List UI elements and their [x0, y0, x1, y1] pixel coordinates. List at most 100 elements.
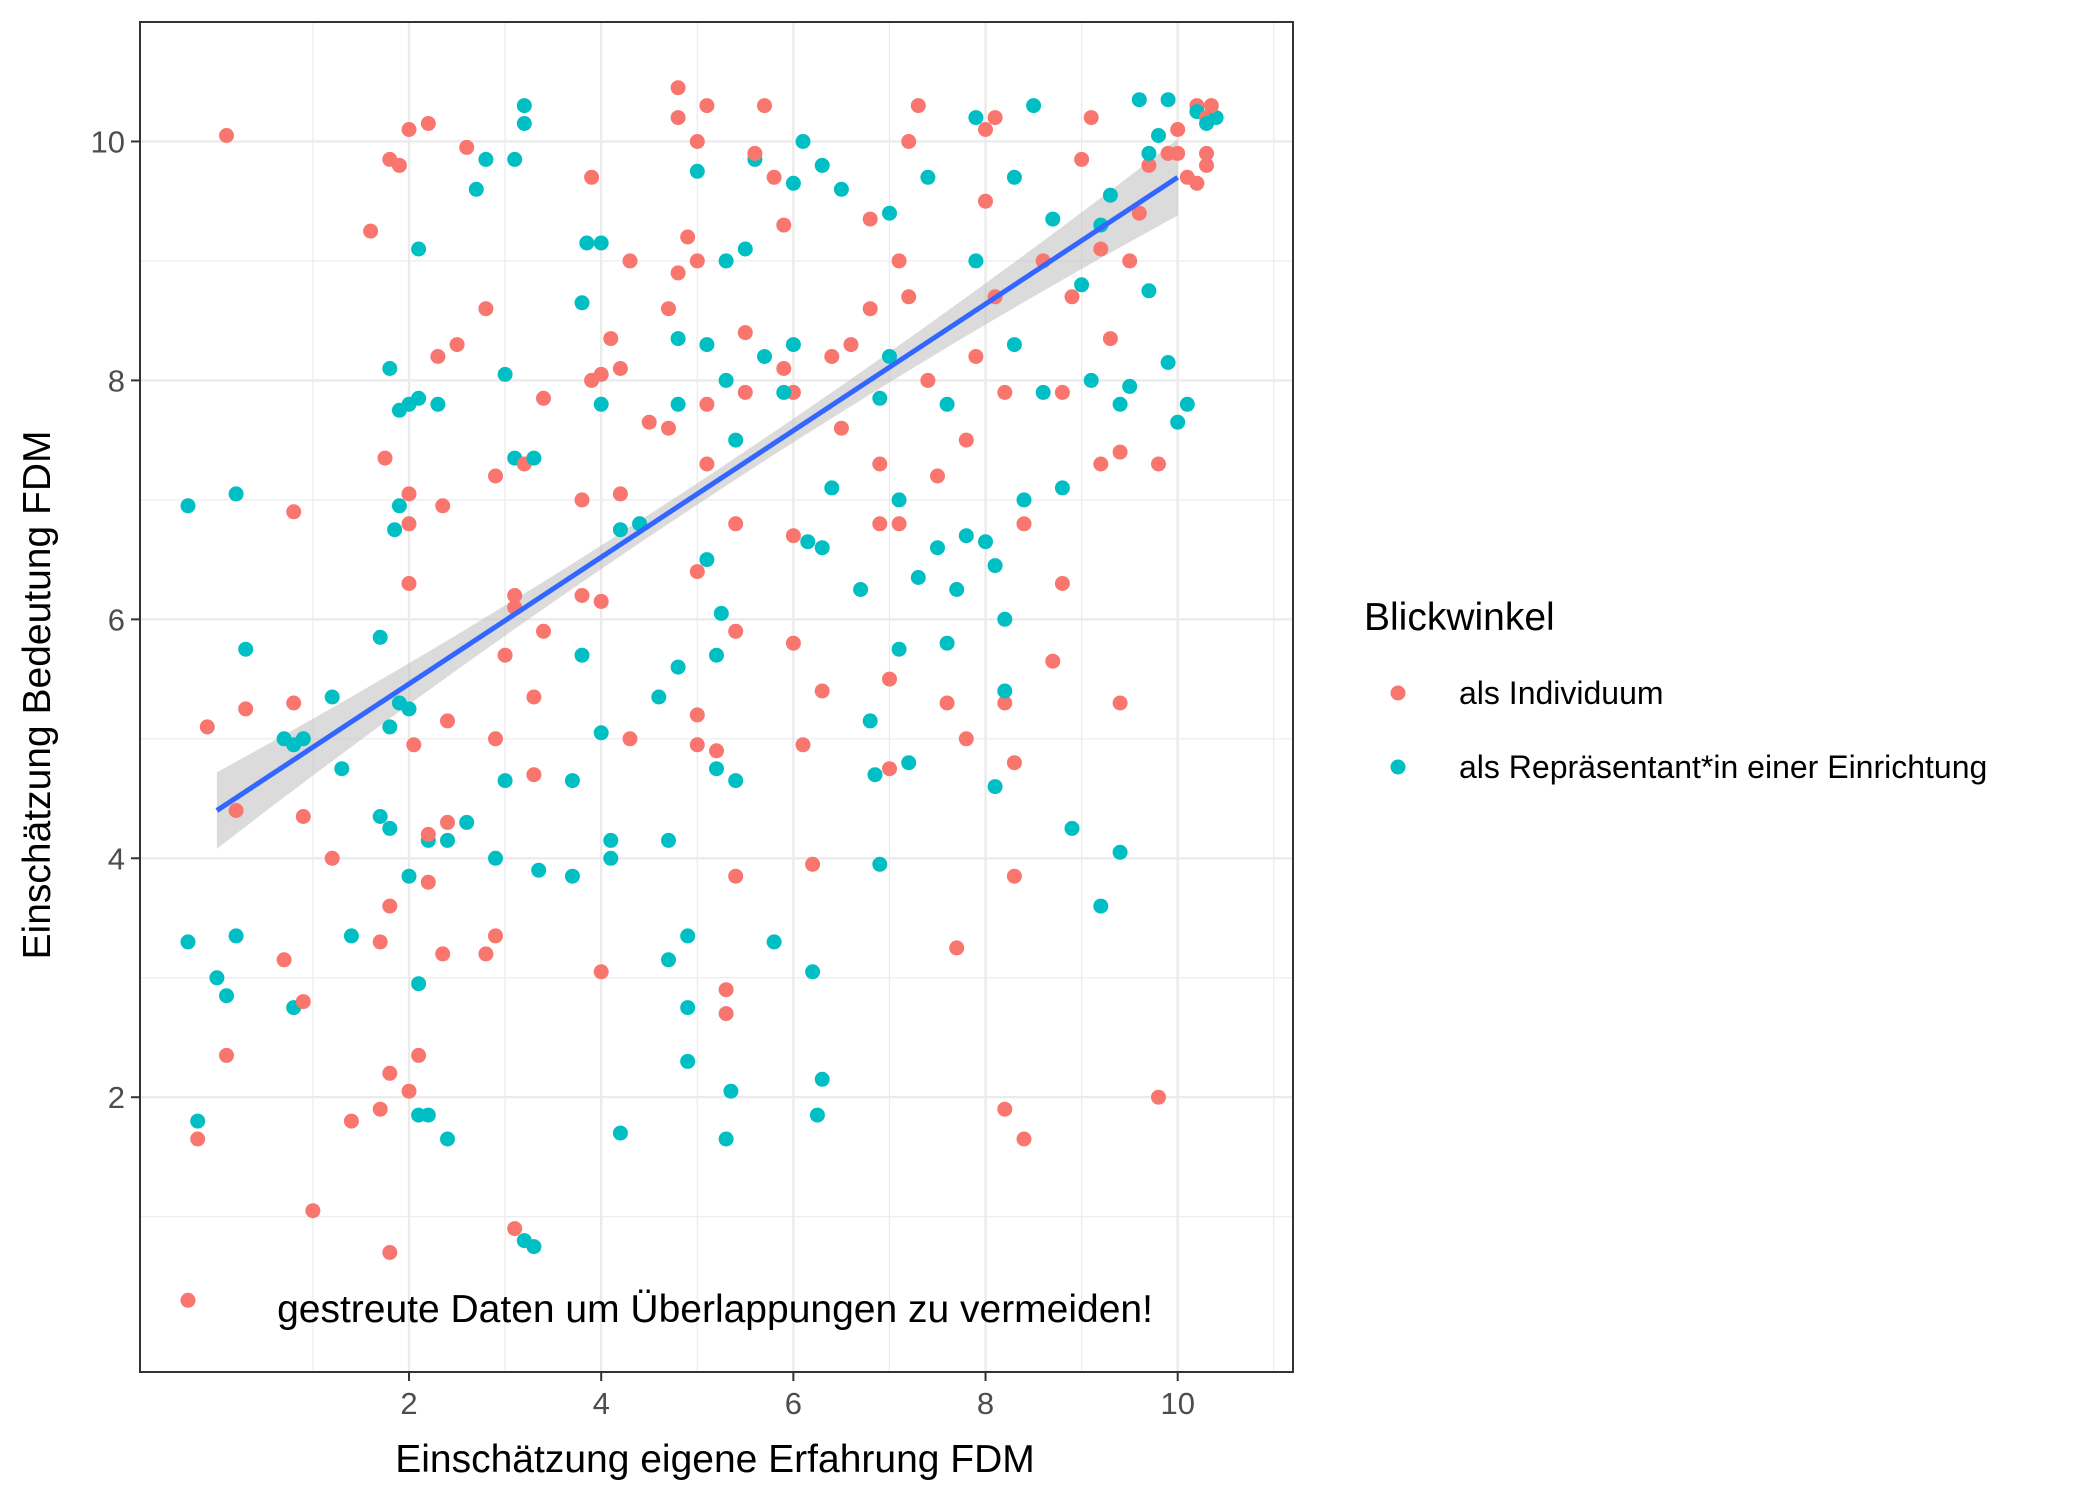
point-repraesentant [593, 396, 609, 412]
point-individuum [718, 982, 734, 998]
point-repraesentant [382, 719, 398, 735]
point-individuum [689, 737, 705, 753]
y-tick-label: 8 [108, 363, 125, 398]
point-individuum [401, 1083, 417, 1099]
point-individuum [435, 498, 451, 514]
point-repraesentant [324, 689, 340, 705]
trend-line-layer [215, 175, 1180, 813]
point-individuum [536, 390, 551, 406]
point-individuum [833, 420, 849, 436]
x-tick-label: 2 [400, 1386, 417, 1421]
point-repraesentant [526, 450, 542, 466]
point-individuum [440, 814, 455, 830]
point-repraesentant [531, 862, 547, 878]
point-individuum [1112, 444, 1128, 460]
point-individuum [949, 940, 965, 956]
point-individuum [1083, 110, 1099, 126]
point-repraesentant [478, 151, 494, 167]
point-individuum [901, 134, 917, 149]
point-individuum [997, 384, 1013, 400]
point-repraesentant [579, 235, 595, 251]
point-repraesentant [372, 629, 388, 645]
point-repraesentant [209, 970, 225, 986]
point-repraesentant [939, 635, 955, 651]
point-individuum [958, 432, 974, 448]
point-repraesentant [651, 689, 667, 705]
point-repraesentant [391, 498, 407, 514]
point-repraesentant [1131, 92, 1147, 108]
point-repraesentant [680, 928, 696, 944]
point-individuum [805, 856, 821, 872]
point-individuum [612, 486, 628, 502]
point-repraesentant [891, 492, 907, 508]
point-individuum [1102, 331, 1118, 347]
point-repraesentant [910, 570, 926, 585]
point-repraesentant [699, 337, 715, 353]
point-individuum [488, 731, 503, 747]
point-individuum [593, 964, 609, 980]
point-repraesentant [728, 432, 744, 448]
point-individuum [997, 1101, 1013, 1117]
point-repraesentant [1112, 844, 1128, 860]
point-repraesentant [718, 253, 734, 269]
point-individuum [593, 366, 609, 382]
point-repraesentant [593, 235, 609, 251]
point-repraesentant [401, 701, 417, 717]
point-repraesentant [882, 349, 897, 364]
point-individuum [382, 151, 398, 167]
point-individuum [978, 193, 993, 209]
point-individuum [689, 134, 705, 149]
point-individuum [435, 946, 451, 962]
point-repraesentant [1016, 492, 1032, 508]
point-individuum [286, 695, 302, 711]
point-individuum [612, 361, 628, 376]
point-individuum [737, 325, 753, 341]
point-individuum [670, 265, 686, 281]
point-individuum [728, 516, 744, 532]
point-repraesentant [1006, 169, 1022, 185]
point-repraesentant [1026, 98, 1042, 114]
point-individuum [699, 396, 715, 412]
point-repraesentant [1074, 277, 1090, 293]
point-repraesentant [219, 988, 234, 1004]
point-repraesentant [190, 1113, 206, 1129]
point-individuum [1112, 695, 1128, 711]
point-repraesentant [785, 175, 801, 191]
point-individuum [1203, 98, 1219, 114]
point-individuum [497, 647, 513, 663]
point-repraesentant [968, 253, 984, 269]
point-individuum [689, 564, 705, 580]
point-repraesentant [891, 641, 907, 657]
point-repraesentant [766, 934, 782, 950]
point-individuum [478, 301, 494, 317]
point-repraesentant [949, 582, 965, 597]
point-individuum [891, 516, 907, 532]
point-individuum [1006, 868, 1022, 884]
point-individuum [997, 695, 1013, 711]
point-repraesentant [488, 850, 503, 866]
point-individuum [1122, 253, 1138, 269]
point-individuum [584, 169, 600, 185]
point-repraesentant [901, 755, 917, 771]
point-repraesentant [440, 1131, 455, 1147]
point-individuum [785, 635, 801, 651]
point-repraesentant [987, 779, 1003, 795]
point-repraesentant [516, 116, 532, 131]
point-individuum [382, 898, 398, 914]
point-individuum [843, 337, 859, 353]
legend-label-individuum: als Individuum [1459, 675, 1664, 711]
point-repraesentant [497, 366, 513, 382]
point-repraesentant [997, 683, 1013, 699]
point-individuum [747, 145, 763, 161]
y-tick-label: 6 [108, 602, 125, 637]
point-repraesentant [1035, 384, 1051, 400]
x-tick-label: 10 [1160, 1386, 1194, 1421]
x-axis-title: Einschätzung eigene Erfahrung FDM [395, 1438, 1035, 1481]
point-individuum [978, 122, 993, 137]
point-repraesentant [1151, 128, 1166, 143]
point-repraesentant [661, 952, 676, 968]
plot-border [139, 21, 1294, 1373]
point-repraesentant [689, 163, 705, 179]
point-individuum [420, 874, 436, 890]
x-tick-label: 6 [785, 1386, 802, 1421]
